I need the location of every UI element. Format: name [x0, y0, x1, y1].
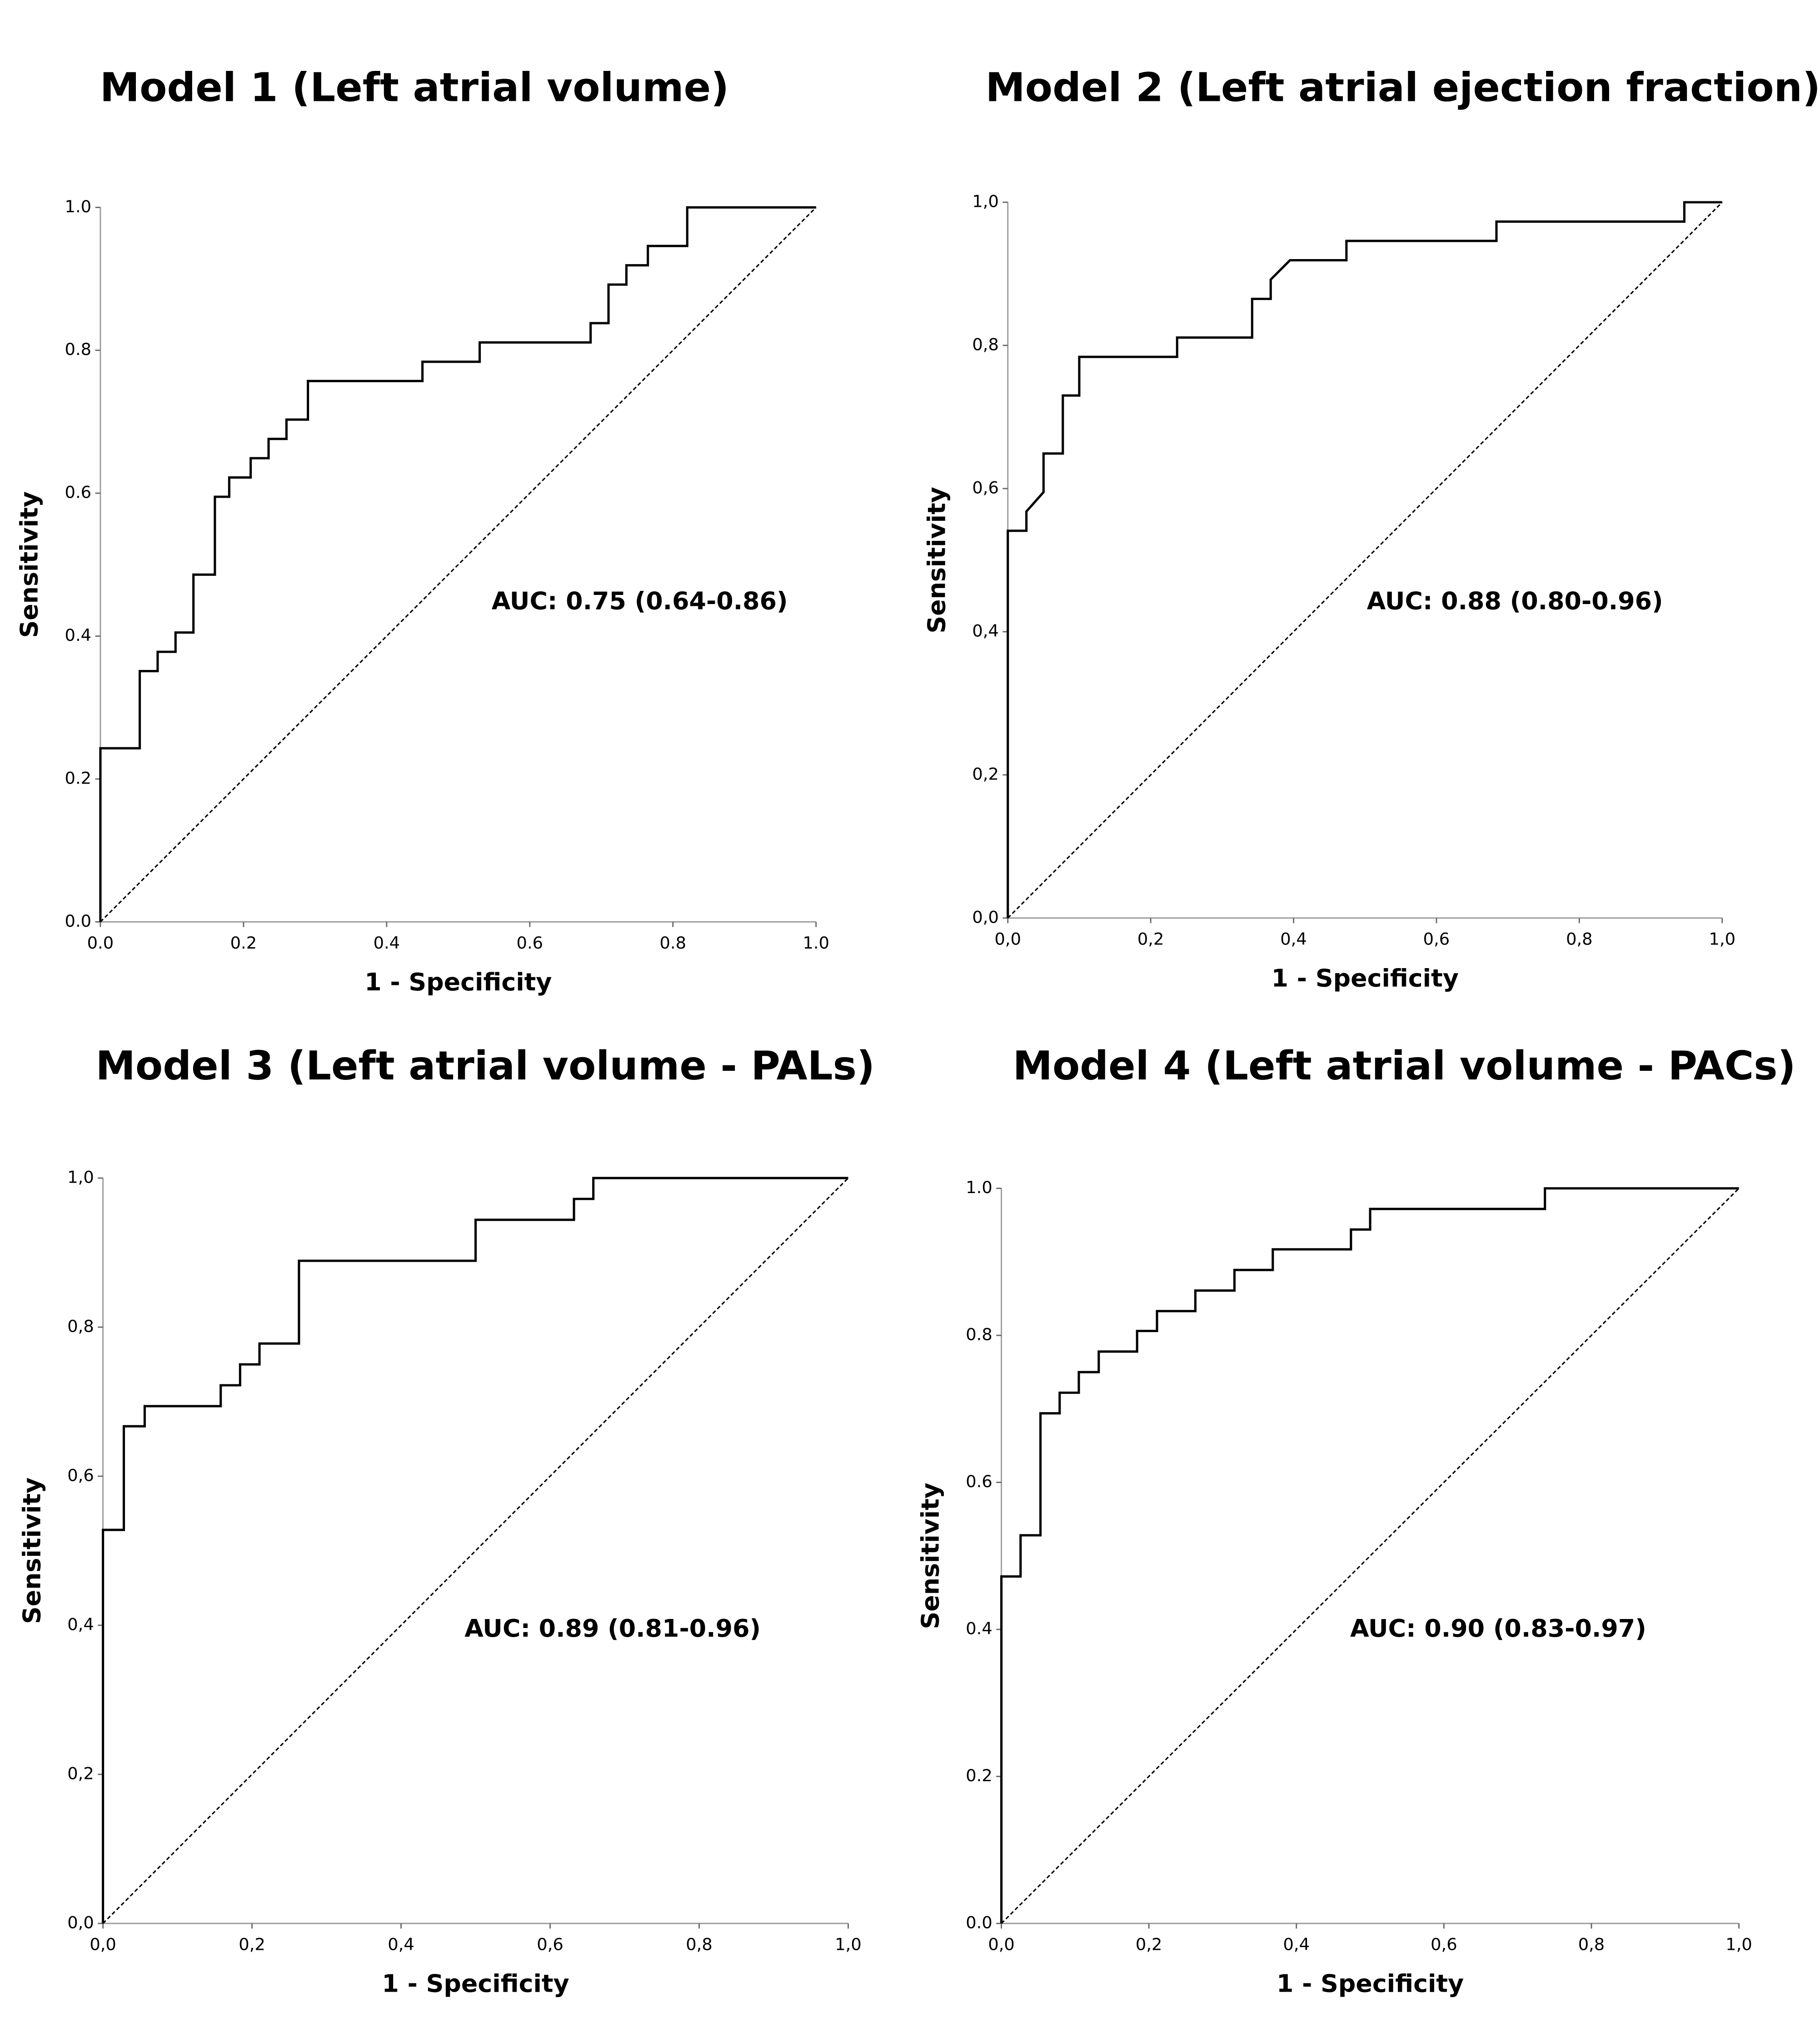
x-tick-label: 0.6 [517, 933, 544, 953]
x-tick-label: 0.0 [87, 933, 114, 953]
roc-curve [1007, 201, 1722, 918]
chart-title: Model 2 (Left atrial ejection fraction) [985, 65, 1820, 111]
reference-line [102, 1177, 849, 1924]
y-tick-label: 0.6 [966, 1472, 992, 1491]
y-tick-label: 0.6 [65, 483, 92, 502]
roc-curve [99, 206, 816, 922]
y-tick-label: 1,0 [67, 1167, 94, 1187]
y-tick-label: 0.8 [65, 340, 92, 359]
x-tick-label: 0,6 [1423, 929, 1450, 949]
x-tick-label: 0,4 [1280, 929, 1307, 949]
x-tick-label: 1.0 [803, 933, 829, 953]
y-tick-label: 0.2 [966, 1766, 992, 1785]
x-tick-label: 0.2 [230, 933, 257, 953]
y-tick-label: 1.0 [65, 197, 92, 216]
x-tick-label: 0.4 [374, 933, 400, 953]
y-tick-label: 0,2 [972, 764, 999, 784]
annotation: AUC: 0.90 (0.83-0.97) [1350, 1614, 1646, 1643]
y-axis-label: Sensitivity [17, 1478, 46, 1624]
y-tick-label: 0,4 [972, 621, 999, 640]
x-tick-label: 0,6 [537, 1935, 563, 1954]
y-tick-label: 0,8 [67, 1316, 94, 1336]
chart-title: Model 3 (Left atrial volume - PALs) [96, 1043, 875, 1089]
x-tick-label: 0.8 [660, 933, 687, 953]
x-tick-label: 0,0 [988, 1935, 1015, 1954]
y-tick-label: 0,0 [972, 907, 999, 927]
x-axis-label: 1 - Specificity [382, 1969, 569, 1998]
y-tick-label: 0.0 [65, 911, 92, 931]
x-tick-label: 0,8 [686, 1935, 713, 1954]
y-tick-label: 0,2 [67, 1763, 94, 1783]
y-tick-label: 0.8 [966, 1325, 992, 1344]
x-tick-label: 1,0 [1709, 929, 1735, 949]
y-tick-label: 0,8 [972, 335, 999, 354]
chart-title: Model 1 (Left atrial volume) [100, 65, 729, 111]
x-tick-label: 1,0 [1725, 1935, 1752, 1954]
x-tick-label: 0,6 [1431, 1935, 1457, 1954]
x-axis-label: 1 - Specificity [1276, 1969, 1464, 1998]
x-tick-label: 0,4 [1283, 1935, 1310, 1954]
x-tick-label: 0,4 [388, 1935, 414, 1954]
x-tick-label: 0,2 [1136, 1935, 1162, 1954]
x-tick-label: 0,2 [1137, 929, 1164, 949]
chart-title: Model 4 (Left atrial volume - PACs) [1013, 1043, 1796, 1089]
y-tick-label: 0,6 [67, 1465, 94, 1485]
x-axis-label: 1 - Specificity [364, 968, 552, 996]
annotation: AUC: 0.88 (0.80-0.96) [1367, 587, 1663, 615]
y-tick-label: 0,6 [972, 478, 999, 497]
x-tick-label: 0,2 [239, 1935, 265, 1954]
y-tick-label: 0,0 [67, 1913, 94, 1932]
y-tick-label: 0.0 [966, 1913, 992, 1932]
x-axis-label: 1 - Specificity [1272, 964, 1459, 992]
y-axis-label: Sensitivity [922, 487, 951, 633]
x-tick-label: 0,0 [994, 929, 1021, 949]
x-tick-label: 1,0 [835, 1935, 862, 1954]
y-tick-label: 1.0 [966, 1178, 992, 1197]
y-axis-label: Sensitivity [15, 491, 44, 638]
y-tick-label: 0.4 [966, 1619, 992, 1638]
y-tick-label: 0.4 [65, 625, 92, 645]
reference-line [100, 207, 817, 923]
reference-line [1001, 1188, 1740, 1924]
y-tick-label: 1,0 [972, 192, 999, 211]
roc-curve [102, 1177, 848, 1923]
reference-line [1007, 201, 1723, 919]
y-axis-label: Sensitivity [916, 1483, 944, 1629]
roc-curve [1000, 1187, 1739, 1923]
x-tick-label: 0,8 [1566, 929, 1593, 949]
y-tick-label: 0.2 [65, 768, 92, 788]
annotation: AUC: 0.75 (0.64-0.86) [492, 587, 788, 615]
annotation: AUC: 0.89 (0.81-0.96) [464, 1614, 761, 1643]
x-tick-label: 0,0 [90, 1935, 116, 1954]
x-tick-label: 0,8 [1578, 1935, 1605, 1954]
y-tick-label: 0,4 [67, 1614, 94, 1634]
